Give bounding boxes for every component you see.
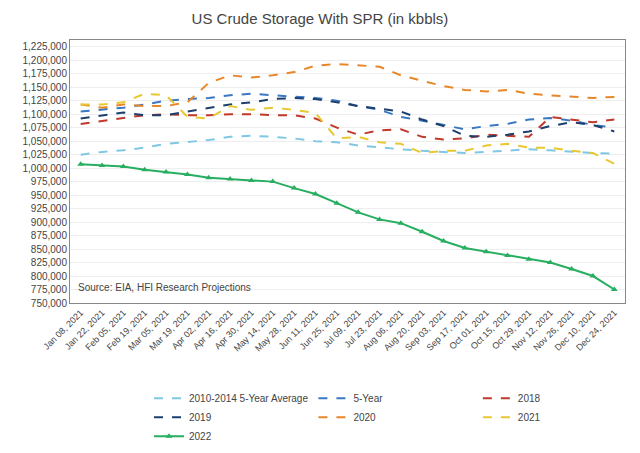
- svg-text:May 28, 2021: May 28, 2021: [253, 308, 299, 354]
- svg-text:775,000: 775,000: [31, 284, 68, 295]
- svg-text:Jan 08, 2021: Jan 08, 2021: [41, 308, 85, 352]
- svg-text:Oct 01, 2021: Oct 01, 2021: [447, 308, 491, 352]
- svg-text:Apr 02, 2021: Apr 02, 2021: [170, 308, 214, 352]
- svg-text:Nov 26, 2021: Nov 26, 2021: [531, 308, 576, 353]
- svg-text:975,000: 975,000: [31, 176, 68, 187]
- svg-text:Dec 24, 2021: Dec 24, 2021: [574, 308, 619, 353]
- svg-text:875,000: 875,000: [31, 230, 68, 241]
- svg-text:1,100,000: 1,100,000: [23, 109, 68, 120]
- svg-text:Source: EIA, HFI Research Proj: Source: EIA, HFI Research Projections: [78, 282, 251, 293]
- svg-text:Jun 25, 2021: Jun 25, 2021: [298, 308, 342, 352]
- svg-text:900,000: 900,000: [31, 217, 68, 228]
- svg-text:Jul 09, 2021: Jul 09, 2021: [321, 308, 363, 350]
- svg-text:Apr 30, 2021: Apr 30, 2021: [213, 308, 257, 352]
- svg-text:Jun 11, 2021: Jun 11, 2021: [277, 308, 320, 351]
- svg-text:Mar 05, 2021: Mar 05, 2021: [126, 308, 171, 353]
- svg-text:Oct 15, 2021: Oct 15, 2021: [469, 308, 513, 352]
- svg-text:1,125,000: 1,125,000: [23, 95, 68, 106]
- svg-text:2018: 2018: [518, 393, 541, 404]
- svg-text:Jul 23, 2021: Jul 23, 2021: [342, 308, 384, 350]
- svg-text:Feb 05, 2021: Feb 05, 2021: [83, 308, 128, 353]
- svg-text:750,000: 750,000: [31, 298, 68, 309]
- svg-text:1,025,000: 1,025,000: [23, 149, 68, 160]
- svg-text:Jan 22, 2021: Jan 22, 2021: [63, 308, 107, 352]
- svg-text:2010-2014 5-Year Average: 2010-2014 5-Year Average: [189, 393, 308, 404]
- svg-text:May 14, 2021: May 14, 2021: [232, 308, 278, 354]
- svg-text:Feb 19, 2021: Feb 19, 2021: [105, 308, 150, 353]
- svg-text:2021: 2021: [518, 412, 541, 423]
- svg-text:1,075,000: 1,075,000: [23, 122, 68, 133]
- svg-text:Oct 29, 2021: Oct 29, 2021: [490, 308, 534, 352]
- svg-text:1,200,000: 1,200,000: [23, 55, 68, 66]
- svg-text:1,175,000: 1,175,000: [23, 68, 68, 79]
- svg-text:Sep 03, 2021: Sep 03, 2021: [403, 308, 448, 353]
- svg-text:1,225,000: 1,225,000: [23, 41, 68, 52]
- svg-text:825,000: 825,000: [31, 257, 68, 268]
- svg-text:950,000: 950,000: [31, 190, 68, 201]
- svg-text:Mar 19, 2021: Mar 19, 2021: [147, 308, 192, 353]
- svg-text:1,000,000: 1,000,000: [23, 163, 68, 174]
- svg-text:2020: 2020: [353, 412, 376, 423]
- svg-text:1,150,000: 1,150,000: [23, 82, 68, 93]
- svg-text:800,000: 800,000: [31, 271, 68, 282]
- svg-text:Apr 16, 2021: Apr 16, 2021: [191, 308, 235, 352]
- svg-text:Dec 10, 2021: Dec 10, 2021: [553, 308, 598, 353]
- svg-text:US Crude Storage With SPR (in: US Crude Storage With SPR (in kbbls): [192, 10, 449, 27]
- svg-text:5-Year: 5-Year: [353, 393, 383, 404]
- svg-text:850,000: 850,000: [31, 244, 68, 255]
- svg-text:Aug 06, 2021: Aug 06, 2021: [361, 308, 406, 353]
- svg-text:925,000: 925,000: [31, 203, 68, 214]
- svg-text:2022: 2022: [189, 431, 212, 442]
- svg-text:2019: 2019: [189, 412, 212, 423]
- svg-text:1,050,000: 1,050,000: [23, 136, 68, 147]
- svg-text:Nov 12, 2021: Nov 12, 2021: [510, 308, 555, 353]
- svg-text:Sep 17, 2021: Sep 17, 2021: [425, 308, 470, 353]
- svg-text:Aug 20, 2021: Aug 20, 2021: [382, 308, 427, 353]
